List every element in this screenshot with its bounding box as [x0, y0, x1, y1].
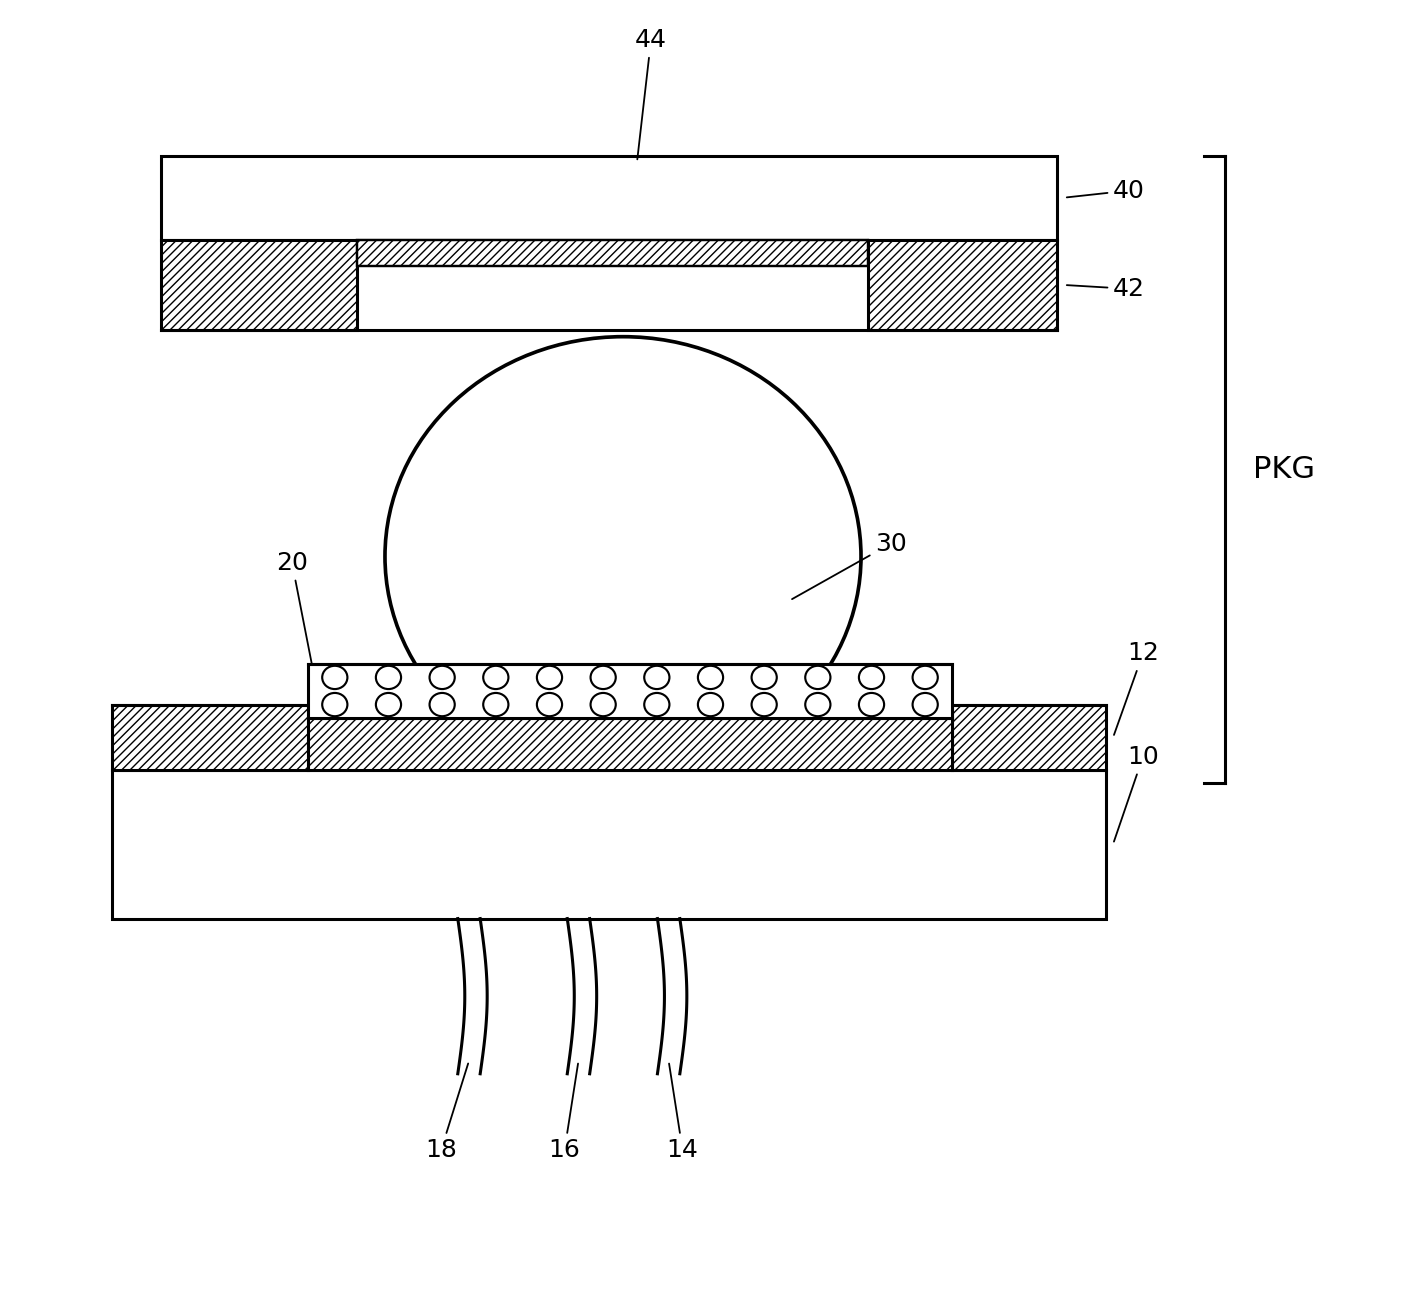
Bar [308, 718, 952, 770]
Bar [356, 239, 868, 265]
Text: 20: 20 [276, 552, 314, 677]
Text: 42: 42 [1066, 277, 1145, 301]
Text: 40: 40 [1066, 179, 1145, 203]
Circle shape [385, 337, 861, 776]
Bar [112, 706, 308, 770]
Text: 18: 18 [426, 1064, 468, 1162]
Text: 30: 30 [792, 532, 906, 599]
Bar [112, 770, 1106, 919]
Text: 10: 10 [1114, 745, 1159, 842]
Text: 14: 14 [666, 1064, 699, 1162]
Bar [308, 664, 952, 718]
Text: 16: 16 [549, 1064, 580, 1162]
Text: PKG: PKG [1253, 455, 1315, 484]
Text: 44: 44 [635, 29, 667, 159]
Bar [161, 239, 356, 331]
Bar [868, 239, 1058, 331]
Bar [161, 156, 1058, 239]
Text: 12: 12 [1114, 642, 1159, 735]
Bar [952, 706, 1106, 770]
